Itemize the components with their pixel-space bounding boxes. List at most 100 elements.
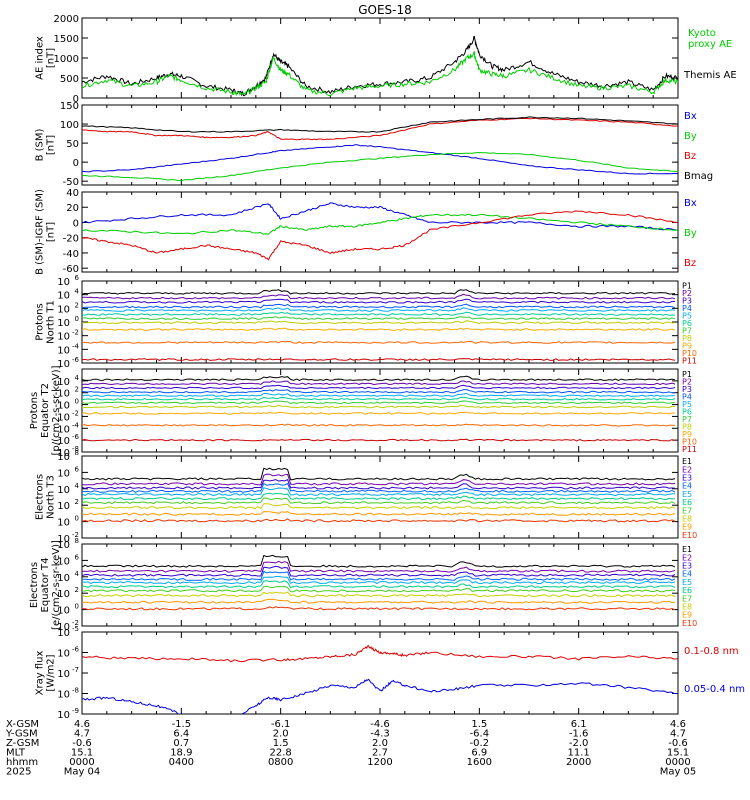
series-line-1: [82, 35, 678, 97]
y-tick-exponent: -4: [72, 342, 80, 350]
y-tick-label: 10: [57, 690, 70, 701]
y-tick-exponent: -2: [72, 619, 79, 627]
figure-title: GOES-18: [358, 3, 412, 17]
y-tick-label: 10: [57, 424, 70, 435]
channel-line-P8: [82, 320, 676, 325]
x-axis-labels: X-GSM 4.6 -1.5 -6.1 -4.6 1.5 6.1 4.6 Y-GSM 4.7 6.4…: [5, 719, 696, 778]
channel-line-P10: [82, 340, 676, 344]
x-row-value: 4.7: [670, 729, 686, 740]
x-row-value: 1.5: [471, 719, 487, 730]
y-tick-exponent: -6: [72, 356, 80, 364]
x-row-value: -4.6: [370, 719, 390, 730]
channel-line-E4: [82, 482, 676, 493]
legend-label: By: [684, 228, 697, 239]
y-tick-label: 10: [57, 501, 70, 512]
channel-label: E6: [682, 498, 692, 507]
y-tick-label: 10: [57, 485, 70, 496]
channel-line-P9: [82, 327, 676, 331]
y-tick-label: -40: [63, 249, 79, 260]
channel-label: E6: [682, 586, 692, 595]
y-tick-label: 10: [57, 628, 70, 639]
y-tick-label: 10: [57, 556, 70, 567]
y-tick-label: 10: [57, 589, 70, 600]
y-tick-exponent: 8: [75, 449, 79, 457]
channel-label: P4: [682, 304, 692, 313]
legend-label: By: [684, 131, 697, 142]
y-tick-label: 10: [57, 318, 70, 329]
channel-line-E6: [82, 580, 676, 589]
y-tick-label: 0: [73, 218, 79, 229]
y-axis-label: Equator T4: [40, 558, 51, 613]
y-tick-exponent: 6: [75, 553, 80, 561]
y-axis-label: AE index: [35, 36, 46, 80]
channel-label: P8: [682, 334, 692, 343]
y-tick-label: 0: [73, 158, 79, 169]
channel-line-E6: [82, 492, 676, 501]
y-tick-label: 10: [57, 448, 70, 459]
channel-label: P3: [682, 385, 692, 394]
x-row-value: 4.6: [74, 719, 90, 730]
y-tick-exponent: 0: [75, 315, 79, 323]
y-tick-exponent: -2: [72, 531, 79, 539]
x-row-label: MLT: [6, 748, 26, 759]
y-tick-label: 10: [57, 291, 70, 302]
y-axis-label: [p/(cm2-s-sr-keV)]: [51, 365, 62, 455]
y-tick-exponent: 0: [75, 603, 79, 611]
channel-line-E7: [82, 497, 676, 505]
channel-label: P6: [682, 408, 692, 417]
plot-area: [82, 554, 676, 611]
channel-label: P2: [682, 289, 692, 298]
y-tick-label: 10: [57, 332, 70, 343]
channel-line-E10: [82, 606, 676, 611]
x-row-label: Z-GSM: [6, 738, 39, 749]
x-row-label: Y-GSM: [5, 729, 38, 740]
y-tick-exponent: 2: [75, 498, 79, 506]
channel-line-E1: [82, 554, 676, 568]
series-line-1: [82, 144, 678, 175]
channel-line-P6: [82, 311, 676, 316]
channel-label: P7: [682, 415, 692, 424]
channel-label: E3: [682, 562, 692, 571]
series-line-1: [82, 202, 678, 231]
y-tick-label: 10: [57, 412, 70, 423]
y-tick-label: 10: [57, 606, 70, 617]
plot-area: [82, 289, 676, 361]
channel-label: E1: [682, 457, 692, 466]
y-tick-label: -20: [63, 234, 79, 245]
x-row-value: -0.6: [72, 738, 92, 749]
x-row-value: 1200: [367, 757, 392, 768]
y-tick-label: 10: [57, 669, 70, 680]
plot-area: [82, 467, 676, 523]
y-tick-exponent: -2: [72, 409, 79, 417]
x-row-value: 0400: [169, 757, 194, 768]
legend-label: Bz: [684, 258, 696, 269]
channel-line-P9: [82, 411, 676, 415]
plot-area: [82, 202, 678, 261]
channel-label: P9: [682, 341, 692, 350]
x-row-value: 0800: [268, 757, 293, 768]
series-line-2: [82, 213, 678, 235]
y-axis-label: North T1: [46, 300, 57, 344]
y-tick-exponent: -7: [72, 666, 79, 674]
y-tick-exponent: 4: [75, 288, 80, 296]
y-tick-label: 10: [57, 389, 70, 400]
legend-label: Bz: [684, 151, 696, 162]
panel-frame: [81, 191, 679, 273]
y-axis-label: North T3: [46, 475, 57, 519]
channel-line-P7: [82, 316, 676, 320]
channel-line-P5: [82, 307, 676, 312]
x-row-value: 18.9: [170, 748, 192, 759]
y-tick-exponent: 4: [75, 482, 80, 490]
channel-line-E2: [82, 560, 676, 573]
year-label: 2025: [6, 767, 31, 778]
y-axis-label: Equator T2: [40, 383, 51, 438]
channel-label: P11: [682, 445, 697, 454]
channel-label: P5: [682, 400, 692, 409]
channel-label: E5: [682, 578, 692, 587]
panel-2: -50 0 50 100 150 B (SM) [nT] Bx By Bz Bmag: [35, 101, 714, 188]
legend-label: 0.05-0.4 nm: [684, 684, 745, 695]
